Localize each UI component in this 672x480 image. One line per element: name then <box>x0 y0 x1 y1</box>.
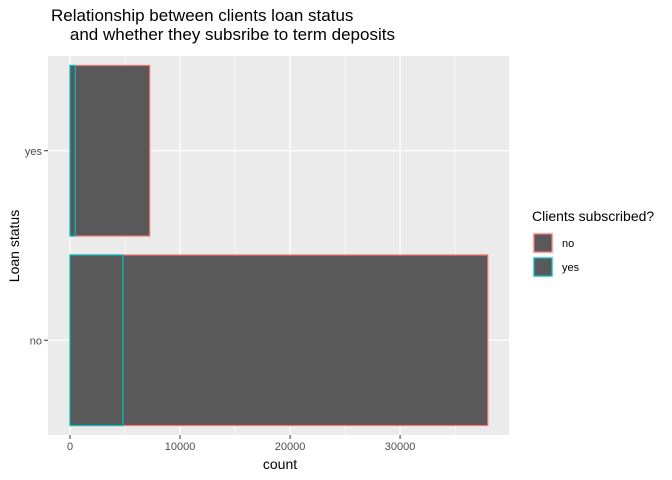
bar-no-yes <box>69 64 151 237</box>
y-axis-title: Loan status <box>6 210 22 282</box>
chart-title-line-1: Relationship between clients loan status <box>51 6 353 25</box>
bar-no-no <box>69 254 489 427</box>
legend-label-yes: yes <box>562 262 580 274</box>
bar-yes-no <box>69 254 124 427</box>
legend: Clients subscribed? no yes <box>532 208 654 278</box>
bar-yes-yes <box>69 64 76 237</box>
x-tick-label: 0 <box>67 441 73 453</box>
chart-title-line-2: and whether they subsribe to term deposi… <box>51 25 395 44</box>
legend-title: Clients subscribed? <box>532 208 654 224</box>
y-tick-label: no <box>30 335 42 347</box>
y-tick-label: yes <box>25 146 43 158</box>
legend-key-no <box>533 233 553 253</box>
x-tick-label: 10000 <box>165 441 196 453</box>
legend-label-no: no <box>562 238 574 250</box>
x-tick-label: 30000 <box>385 441 416 453</box>
x-tick-label: 20000 <box>275 441 306 453</box>
legend-key-yes <box>533 257 553 277</box>
x-axis-title: count <box>263 456 297 472</box>
axes: 0 10000 20000 30000 no yes <box>25 146 415 453</box>
bars <box>69 64 489 427</box>
